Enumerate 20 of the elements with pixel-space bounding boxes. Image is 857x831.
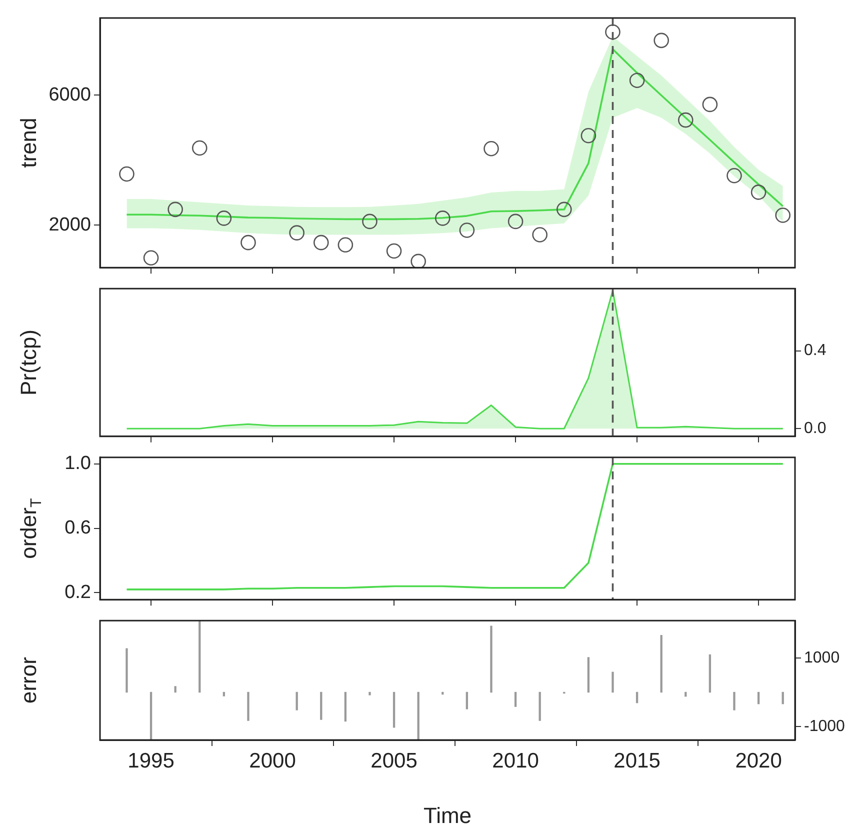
x-tick-label: 2015 bbox=[614, 749, 660, 772]
x-tick-label: 2000 bbox=[249, 749, 296, 772]
x-tick-label: 2005 bbox=[370, 749, 418, 772]
x-axis-title: Time bbox=[423, 802, 472, 828]
y-axis-title: trend bbox=[16, 118, 42, 168]
x-tick-label: 2010 bbox=[492, 749, 539, 772]
y2-tick-label: 0.0 bbox=[804, 420, 826, 438]
y-tick-label: 0.2 bbox=[64, 582, 91, 603]
x-tick-label: 1995 bbox=[128, 749, 174, 772]
y-axis-title: orderT bbox=[16, 498, 45, 559]
y-axis-title: error bbox=[16, 657, 42, 704]
y-tick-label: 1.0 bbox=[64, 453, 91, 474]
y2-tick-label: 1000 bbox=[804, 650, 840, 667]
y-tick-label: 2000 bbox=[48, 214, 91, 236]
y-axis-title: Pr(tcp) bbox=[16, 330, 42, 396]
x-tick-label: 2020 bbox=[735, 749, 782, 772]
y-tick-label: 6000 bbox=[48, 84, 91, 106]
y-tick-label: 0.6 bbox=[64, 517, 91, 538]
y2-tick-label: 0.4 bbox=[804, 342, 826, 360]
y2-tick-label: -1000 bbox=[804, 718, 846, 735]
